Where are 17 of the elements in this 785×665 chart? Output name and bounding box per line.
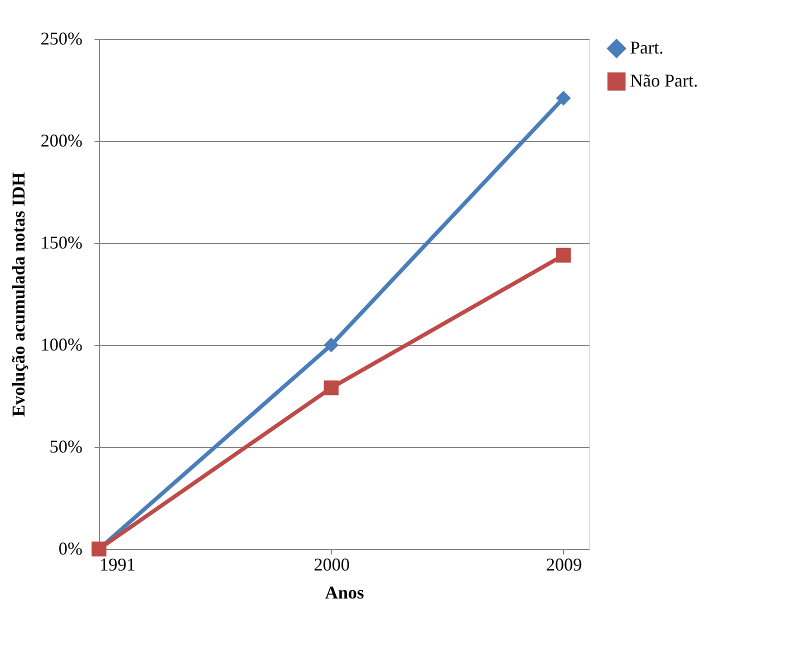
point [556, 90, 571, 106]
y-tick-label: 200% [40, 130, 82, 150]
legend-label: Não Part. [630, 70, 698, 90]
point [324, 380, 339, 396]
y-tick-label: 250% [40, 28, 82, 48]
x-axis-title: Anos [324, 582, 364, 602]
y-tick-label: 150% [40, 232, 82, 252]
point [556, 248, 571, 263]
y-tick-label: 50% [50, 436, 82, 456]
point [324, 338, 339, 352]
x-tick-label: 2009 [546, 554, 582, 574]
y-tick-label: 100% [40, 334, 82, 354]
legend-label: Part. [630, 38, 664, 58]
x-tick-label: 2000 [314, 554, 350, 574]
y-axis-title: Evolução acumulada notas IDH [8, 172, 29, 417]
x-tick-label: 1991 [100, 554, 136, 574]
y-tick-label: 0% [58, 538, 82, 558]
